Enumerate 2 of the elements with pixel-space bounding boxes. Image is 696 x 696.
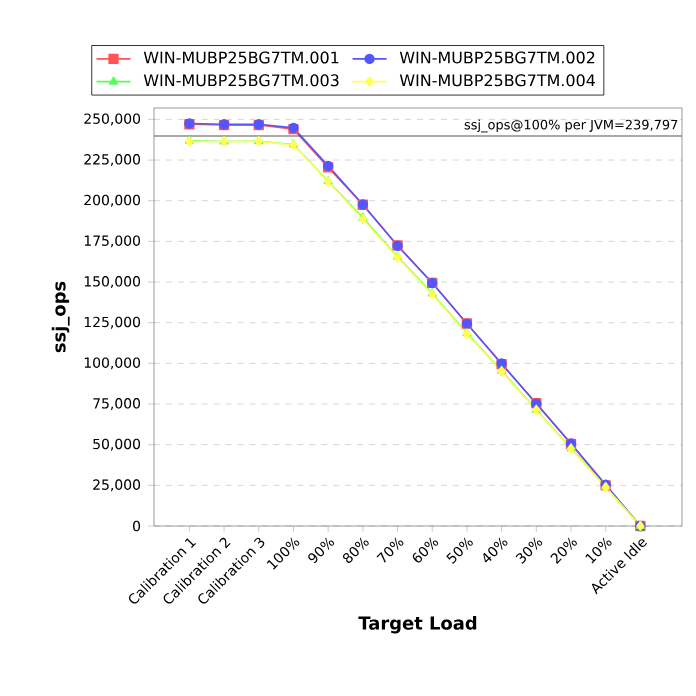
x-axis-title: Target Load: [358, 615, 477, 634]
y-axis-title: ssj_ops: [51, 281, 70, 353]
